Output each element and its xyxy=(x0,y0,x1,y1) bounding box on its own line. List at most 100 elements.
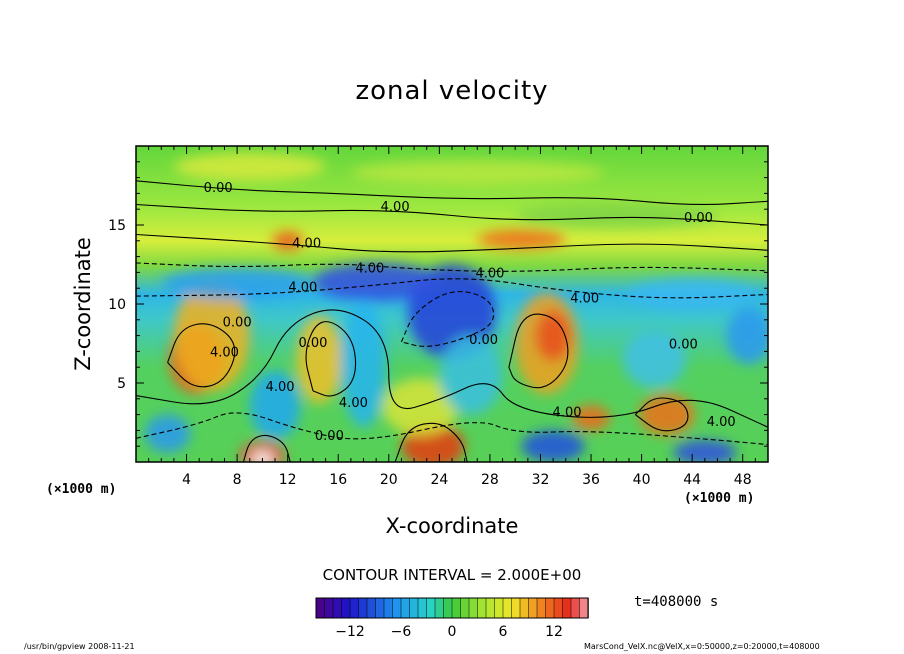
field-blob xyxy=(161,267,313,300)
colorbar-segment xyxy=(341,597,351,619)
field-blob xyxy=(439,335,503,415)
contour-line xyxy=(136,203,768,226)
contour-label: 4.00 xyxy=(288,281,317,296)
colorbar-segment xyxy=(315,597,326,619)
x-tick-label: 32 xyxy=(532,472,550,488)
contour-line xyxy=(136,309,768,428)
colorbar-segment xyxy=(468,597,479,619)
field-blob xyxy=(340,300,387,428)
contour-label: 0.00 xyxy=(298,336,327,351)
x-tick-label: 36 xyxy=(582,472,600,488)
field-blob xyxy=(535,310,571,361)
field-blob xyxy=(173,152,326,181)
x-tick-label: 48 xyxy=(734,472,752,488)
colorbar-segment xyxy=(409,597,419,619)
field-blob xyxy=(673,439,737,462)
colorbar-segment xyxy=(511,597,521,619)
colorbar-segment xyxy=(375,597,385,619)
y-tick-label: 15 xyxy=(108,218,126,234)
colorbar-segment xyxy=(536,597,547,619)
field-blob xyxy=(249,370,301,440)
contour-line xyxy=(167,323,236,388)
colorbar-tick-label: −12 xyxy=(335,624,365,640)
colorbar-frame xyxy=(315,597,589,619)
x-tick-label: 24 xyxy=(430,472,448,488)
colorbar-segment xyxy=(528,597,538,619)
colorbar-segment xyxy=(502,597,513,619)
x-tick-label: 12 xyxy=(279,472,297,488)
x-tick-label: 44 xyxy=(683,472,701,488)
field-blob xyxy=(312,262,440,301)
field-blob xyxy=(622,330,686,388)
y-tick-label: 5 xyxy=(117,376,126,392)
contour-line xyxy=(136,412,768,446)
field-blob xyxy=(251,450,274,462)
colorbar-segment xyxy=(460,597,470,619)
time-label: t=408000 s xyxy=(634,594,719,610)
field-blob xyxy=(515,202,718,229)
contour-label: 4.00 xyxy=(355,262,384,277)
colorbar-tick-label: −6 xyxy=(391,624,412,640)
contour-label: 0.00 xyxy=(684,211,713,226)
colorbar-segment xyxy=(443,597,453,619)
contour-line xyxy=(136,278,768,299)
contour-line xyxy=(136,233,768,253)
field-blob xyxy=(350,160,604,186)
contour-line xyxy=(242,434,291,462)
colorbar-segment xyxy=(417,597,428,619)
contour-label: 4.00 xyxy=(210,345,239,360)
colorbar-segment xyxy=(562,597,572,619)
colorbar-tick-label: 0 xyxy=(448,624,457,640)
contour-label: 0.00 xyxy=(669,338,698,353)
colorbar-segment xyxy=(324,597,334,619)
colorbar-segment xyxy=(494,597,504,619)
colorbar-segment xyxy=(358,597,368,619)
field-blob xyxy=(296,315,343,404)
contour-line xyxy=(136,262,768,272)
colorbar-segment xyxy=(553,597,564,619)
contour-label: 4.00 xyxy=(707,415,736,430)
colorbar-segment xyxy=(392,597,402,619)
contour-line xyxy=(305,321,357,397)
contour-line xyxy=(136,180,768,205)
contour-label: 0.00 xyxy=(223,315,252,330)
contour-line xyxy=(394,422,468,462)
x-tick-label: 40 xyxy=(633,472,651,488)
colorbar-segment xyxy=(400,597,411,619)
colorbar-segment xyxy=(570,597,581,619)
contour-label: 0.00 xyxy=(469,333,498,348)
x-tick-label: 20 xyxy=(380,472,398,488)
colorbar-segment xyxy=(426,597,436,619)
colorbar-segment xyxy=(349,597,360,619)
x-unit-label-right: (×1000 m) xyxy=(684,491,755,506)
contour-label: 0.00 xyxy=(204,181,233,196)
field-blob xyxy=(477,229,566,249)
colorbar-segment xyxy=(383,597,394,619)
colorbar-segment xyxy=(332,597,343,619)
contour-line xyxy=(508,313,569,389)
field-blob xyxy=(382,378,459,436)
colorbar-segment xyxy=(451,597,462,619)
contour-label: 4.00 xyxy=(339,396,368,411)
colorbar-segment xyxy=(519,597,530,619)
field-blob xyxy=(521,430,585,462)
field-blob xyxy=(173,280,250,391)
colorbar-segment xyxy=(477,597,487,619)
contour-label: 4.00 xyxy=(266,380,295,395)
footer-source: MarsCond_VelX.nc@VelX,x=0:50000,z=0:2000… xyxy=(584,642,820,651)
x-unit-label-left: (×1000 m) xyxy=(46,482,117,497)
contour-label: 4.00 xyxy=(570,292,599,307)
contour-label: 4.00 xyxy=(553,405,582,420)
field-blob xyxy=(639,394,695,436)
contour-label: 4.00 xyxy=(381,200,410,215)
footer-program: /usr/bin/gpview 2008-11-21 xyxy=(24,642,135,651)
colorbar-segment xyxy=(366,597,377,619)
contour-label: 0.00 xyxy=(315,429,344,444)
chart-title: zonal velocity xyxy=(355,76,549,106)
y-tick-label: 10 xyxy=(108,297,126,313)
x-tick-label: 4 xyxy=(182,472,191,488)
contour-line xyxy=(634,397,689,432)
contour-line xyxy=(400,291,495,347)
x-tick-label: 8 xyxy=(233,472,242,488)
